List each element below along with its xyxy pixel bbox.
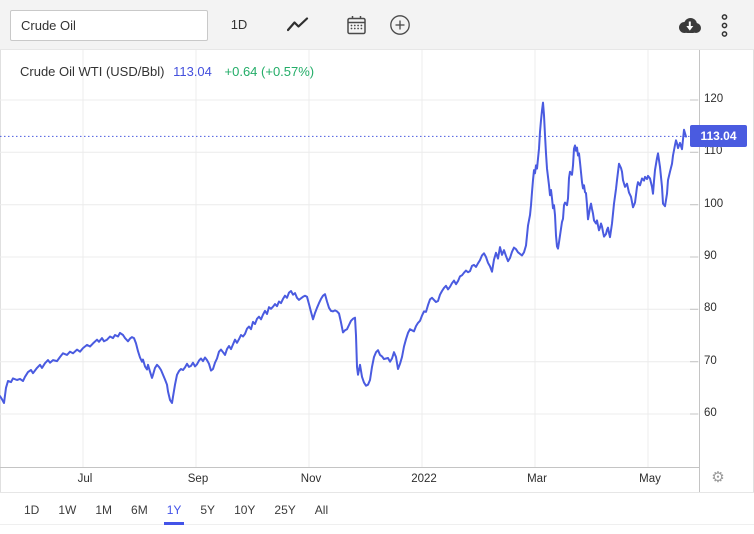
range-button-1y[interactable]: 1Y: [163, 502, 185, 525]
x-axis-tick-label: May: [639, 473, 661, 485]
gear-icon[interactable]: ⚙: [711, 469, 725, 486]
range-selector-bar: 1D 1W 1M 6M 1Y 5Y 10Y 25Y All: [0, 492, 754, 534]
x-axis-time-scale[interactable]: Jul Sep Nov 2022 Mar May: [0, 467, 700, 493]
line-chart-icon[interactable]: [284, 0, 312, 50]
x-axis-tick-label: Mar: [527, 473, 547, 485]
y-axis-tick-label: 80: [704, 302, 717, 315]
range-underline-track: [0, 524, 754, 525]
price-chart-plot-area[interactable]: [0, 50, 700, 467]
range-button-5y[interactable]: 5Y: [200, 503, 216, 517]
range-button-10y[interactable]: 10Y: [234, 503, 256, 517]
range-button-6m[interactable]: 6M: [131, 503, 148, 517]
plus-circle-icon[interactable]: [387, 0, 413, 50]
calendar-icon[interactable]: [343, 0, 369, 50]
y-axis-tick-label: 120: [704, 93, 724, 105]
x-axis-tick-label: Nov: [300, 473, 322, 485]
range-button-1m[interactable]: 1M: [95, 503, 113, 517]
y-axis-tick-label: 100: [704, 197, 724, 210]
toolbar: 1D: [0, 0, 754, 50]
chart-header: Crude Oil WTI (USD/Bbl) 113.04 +0.64 (+0…: [20, 64, 314, 79]
x-axis-tick-label: 2022: [411, 473, 437, 485]
kebab-menu-icon[interactable]: [716, 0, 732, 50]
cloud-download-icon[interactable]: [674, 0, 704, 50]
y-axis-price-scale[interactable]: 120 110 100 90 80 70 60: [699, 50, 754, 467]
range-button-25y[interactable]: 25Y: [274, 503, 296, 517]
x-axis-tick-label: Jul: [77, 473, 93, 485]
symbol-search-input[interactable]: [10, 10, 208, 41]
timeframe-button[interactable]: 1D: [230, 17, 248, 32]
range-button-1d[interactable]: 1D: [24, 503, 40, 517]
range-button-all[interactable]: All: [314, 503, 329, 517]
y-axis-tick-label: 110: [704, 145, 723, 158]
instrument-title: Crude Oil WTI (USD/Bbl): [20, 64, 165, 79]
price-change-value: +0.64 (+0.57%): [224, 64, 315, 79]
y-axis-tick-label: 90: [704, 250, 717, 262]
last-price-value: 113.04: [173, 64, 212, 79]
current-price-axis-label: 113.04: [690, 125, 747, 147]
x-axis-tick-label: Sep: [187, 473, 209, 485]
y-axis-tick-label: 70: [704, 354, 717, 367]
y-axis-tick-label: 60: [704, 407, 717, 419]
range-button-1w[interactable]: 1W: [58, 503, 77, 517]
